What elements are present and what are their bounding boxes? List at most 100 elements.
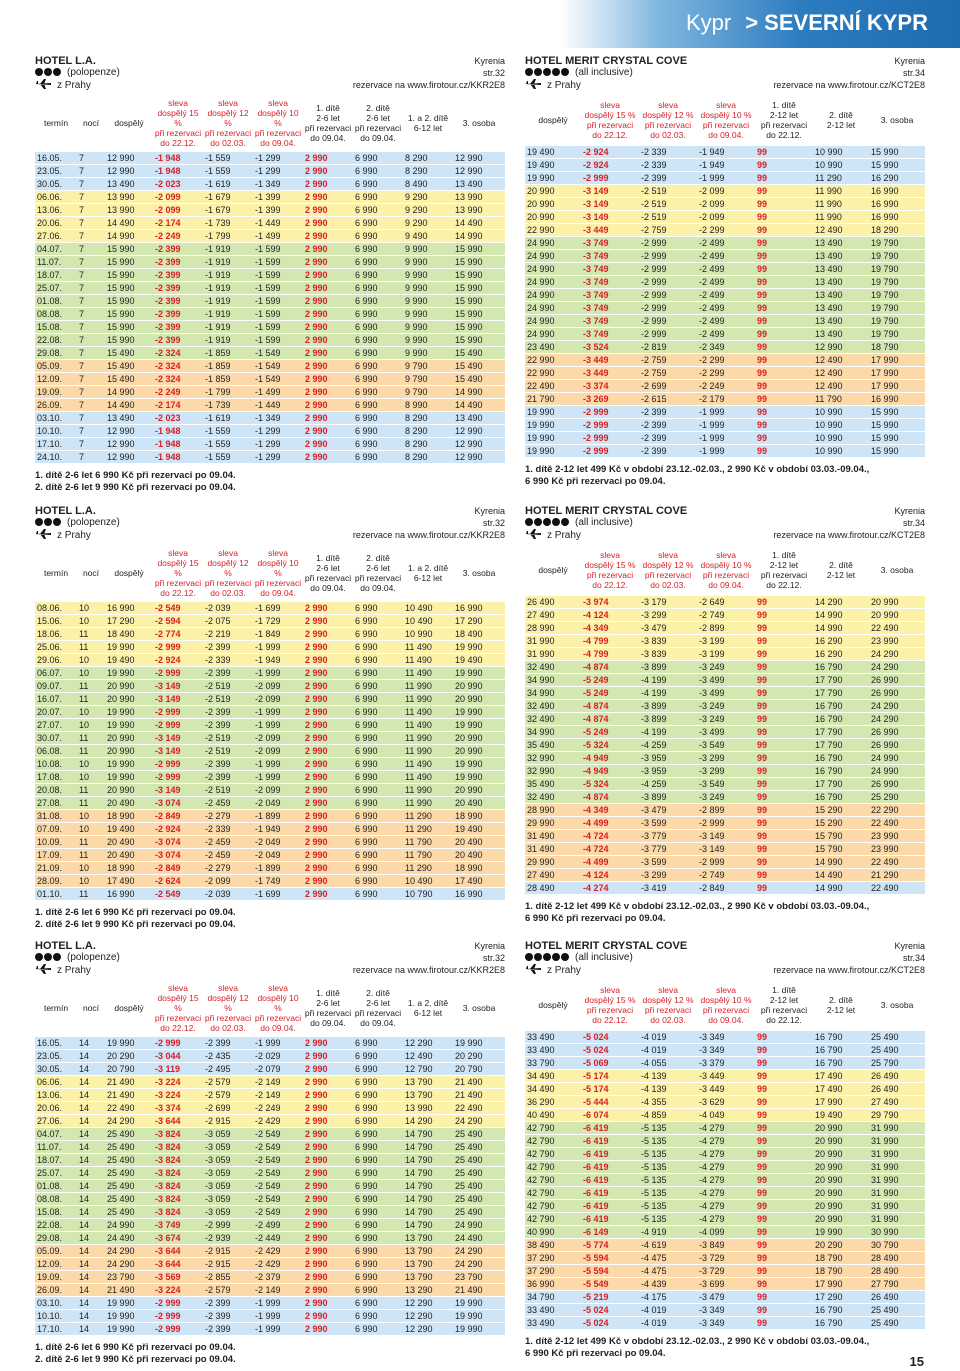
price-cell: 15 990: [105, 307, 153, 321]
column-header: sleva dospělý 12 % při rezervaci do 02.03.: [639, 97, 697, 146]
price-cell: -4 949: [581, 764, 639, 778]
head-row: termín nocí dospělý sleva dospělý 15 % při re…: [35, 547, 505, 602]
price-cell: 15 990: [869, 431, 925, 445]
price-cell: -2 899: [697, 803, 755, 817]
price-cell: 19 990: [525, 431, 581, 445]
price-cell: 14 990: [105, 229, 153, 243]
price-cell: 22 490: [453, 1101, 505, 1115]
price-cell: 30 990: [869, 1225, 925, 1239]
price-cell: 7: [77, 320, 105, 334]
price-cell: -1 999: [253, 757, 303, 771]
price-cell: -4 279: [697, 1121, 755, 1135]
board: (all inclusive): [575, 67, 633, 78]
price-cell: 10 990: [813, 405, 869, 419]
price-cell: 11 990: [813, 184, 869, 198]
table-head: dospělý sleva dospělý 15 % při rezervaci do …: [525, 982, 925, 1031]
price-cell: -2 459: [203, 835, 253, 849]
price-cell: 19 990: [105, 770, 153, 784]
price-cell: 31 990: [869, 1147, 925, 1161]
price-cell: -2 699: [639, 379, 697, 393]
price-cell: -2 075: [203, 614, 253, 628]
table-body: 33 490 -5 024 -4 019 -3 349 99 16 790 25 490 33…: [525, 1031, 925, 1330]
price-cell: -4 274: [581, 881, 639, 895]
price-cell: 13 490: [813, 327, 869, 341]
price-cell: -4 019: [639, 1043, 697, 1057]
page-ref: str.34: [902, 953, 925, 963]
price-cell: 31 990: [869, 1212, 925, 1226]
price-cell: 10 490: [403, 874, 453, 888]
column-header: dospělý: [105, 547, 153, 602]
price-cell: -2 449: [253, 1231, 303, 1245]
price-row: 23.05. 14 20 290 -3 044 -2 435 -2 029 2 990 6 9…: [35, 1049, 505, 1063]
price-cell: -4 199: [639, 673, 697, 687]
price-cell: 15 990: [869, 418, 925, 432]
header-line: dospělý 10 %: [257, 108, 299, 128]
price-cell: -2 749: [697, 608, 755, 622]
price-cell: 99: [755, 275, 813, 289]
price-row: 16.05. 7 12 990 -1 948 -1 559 -1 299 2 990 6 99…: [35, 152, 505, 165]
price-cell: 24 290: [105, 1114, 153, 1128]
price-cell: -2 999: [153, 1296, 203, 1310]
price-cell: 15 990: [869, 158, 925, 172]
price-cell: 99: [755, 171, 813, 185]
column-header: nocí: [77, 97, 105, 152]
header-line: 1. dítě: [772, 985, 796, 995]
price-cell: -2 399: [153, 255, 203, 269]
price-cell: 11: [77, 744, 105, 758]
price-cell: -3 549: [697, 738, 755, 752]
price-cell: -1 919: [203, 255, 253, 269]
price-cell: 99: [755, 634, 813, 648]
price-cell: 99: [755, 288, 813, 302]
price-cell: 19 990: [453, 757, 505, 771]
price-cell: -3 449: [581, 353, 639, 367]
header-line: 2. dítě: [829, 995, 853, 1005]
column-header: 3. osoba: [453, 982, 505, 1037]
price-cell: 99: [755, 1186, 813, 1200]
price-cell: 7: [77, 177, 105, 191]
price-cell: 6 990: [353, 1231, 403, 1245]
price-cell: 2 990: [303, 216, 353, 230]
header-line: sleva: [168, 98, 188, 108]
note: 2. dítě 2-6 let 9 990 Kč při rezervaci p…: [35, 1354, 236, 1365]
price-cell: -1 599: [253, 294, 303, 308]
price-cell: -1 679: [203, 203, 253, 217]
price-cell: 9 790: [403, 372, 453, 386]
price-cell: -3 839: [639, 647, 697, 661]
price-cell: -3 224: [153, 1075, 203, 1089]
price-cell: 29.08.: [35, 346, 77, 360]
price-row: 33 490 -5 024 -4 019 -3 349 99 16 790 25 490: [525, 1316, 925, 1330]
price-row: 18.07. 7 15 990 -2 399 -1 919 -1 599 2 990 6 99…: [35, 268, 505, 282]
star-icon: [44, 68, 52, 76]
board-wrap: (polopenze): [35, 517, 120, 529]
price-cell: 20 990: [869, 596, 925, 609]
price-cell: 15 990: [869, 146, 925, 159]
price-cell: -1 999: [253, 1322, 303, 1336]
price-cell: 17 790: [813, 725, 869, 739]
price-cell: -3 059: [203, 1153, 253, 1167]
column-header: sleva dospělý 10 % při rezervaci do 09.04.: [697, 547, 755, 596]
price-cell: -1 999: [697, 431, 755, 445]
price-row: 32 490 -4 874 -3 899 -3 249 99 16 790 24 290: [525, 712, 925, 726]
header-line: při rezervaci: [254, 578, 302, 588]
price-cell: -2 079: [253, 1062, 303, 1076]
price-cell: -2 249: [697, 379, 755, 393]
price-row: 42 790 -6 419 -5 135 -4 279 99 20 990 31 990: [525, 1173, 925, 1187]
price-cell: 6 990: [353, 614, 403, 628]
header-line: do 09.04.: [360, 1018, 396, 1028]
price-cell: 34 990: [525, 673, 581, 687]
hotel-name: HOTEL L.A.: [35, 940, 96, 952]
price-cell: -5 024: [581, 1031, 639, 1044]
price-cell: -2 099: [153, 190, 203, 204]
header-line: dospělý 15 %: [584, 560, 636, 570]
price-row: 30.05. 14 20 790 -3 119 -2 495 -2 079 2 990 6 9…: [35, 1062, 505, 1076]
price-cell: 19 990: [105, 757, 153, 771]
origin-wrap: z Prahy: [525, 79, 581, 92]
price-cell: 12 490: [813, 353, 869, 367]
price-cell: -1 999: [697, 405, 755, 419]
price-cell: 18.06.: [35, 627, 77, 641]
price-cell: 13 790: [403, 1270, 453, 1284]
price-cell: 7: [77, 385, 105, 399]
price-cell: 99: [755, 881, 813, 895]
price-cell: -3 479: [697, 1290, 755, 1304]
column-header: sleva dospělý 10 % při rezervaci do 09.04.: [253, 97, 303, 152]
